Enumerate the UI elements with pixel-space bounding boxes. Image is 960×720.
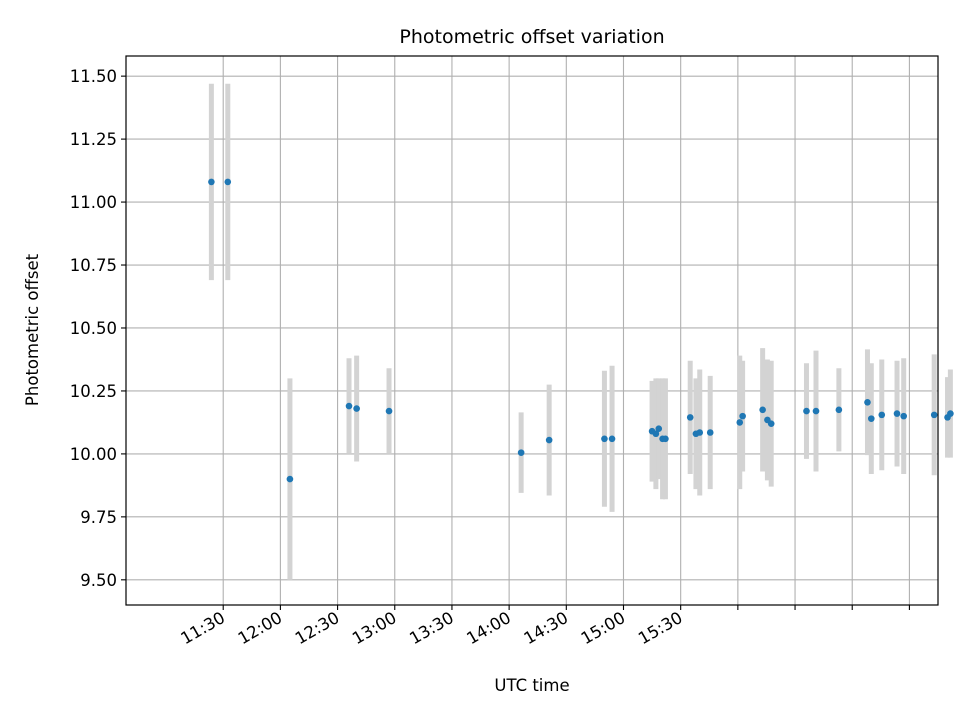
y-tick-label: 11.25 [70, 130, 117, 149]
data-point [900, 412, 907, 420]
data-point [930, 411, 938, 419]
y-tick-label: 10.25 [70, 382, 117, 401]
data-point [345, 402, 353, 410]
data-point [736, 419, 744, 426]
data-point [208, 178, 215, 186]
x-axis-label: UTC time [494, 676, 569, 695]
data-points [208, 178, 954, 483]
data-point [759, 406, 766, 414]
y-tick-label: 10.75 [70, 256, 117, 275]
data-point [655, 425, 663, 433]
data-point [608, 435, 616, 443]
data-point [947, 410, 954, 417]
data-point [662, 435, 669, 443]
y-tick-label: 9.50 [80, 571, 117, 590]
data-point [686, 414, 694, 421]
plot-frame [125, 55, 939, 606]
data-point [767, 420, 775, 427]
data-point [835, 406, 843, 414]
data-point [286, 475, 294, 483]
data-point [517, 449, 525, 456]
data-point [353, 405, 360, 412]
y-tick-label: 11.00 [70, 193, 117, 212]
data-point [893, 410, 901, 417]
y-tick-label: 11.50 [70, 67, 117, 86]
y-tick-label: 10.50 [70, 319, 117, 338]
chart-title: Photometric offset variation [399, 26, 664, 48]
data-point [739, 412, 746, 420]
data-point [864, 398, 871, 406]
y-tick-label: 9.75 [80, 508, 117, 527]
data-point [706, 429, 714, 436]
data-point [696, 429, 704, 436]
data-point [867, 415, 875, 422]
data-point [385, 407, 393, 415]
data-point [812, 407, 820, 415]
y-axis-ticks: 9.50 9.75 10.00 10.25 10.50 10.75 11.00 11.25 11… [70, 67, 126, 590]
data-point [878, 411, 886, 419]
data-point [601, 435, 608, 443]
data-point [545, 436, 553, 444]
data-point [652, 430, 660, 438]
data-point [803, 407, 810, 415]
y-tick-label: 10.00 [70, 445, 117, 464]
grid [126, 56, 938, 605]
y-axis-label: Photometric offset [23, 253, 42, 406]
data-point [224, 178, 232, 186]
